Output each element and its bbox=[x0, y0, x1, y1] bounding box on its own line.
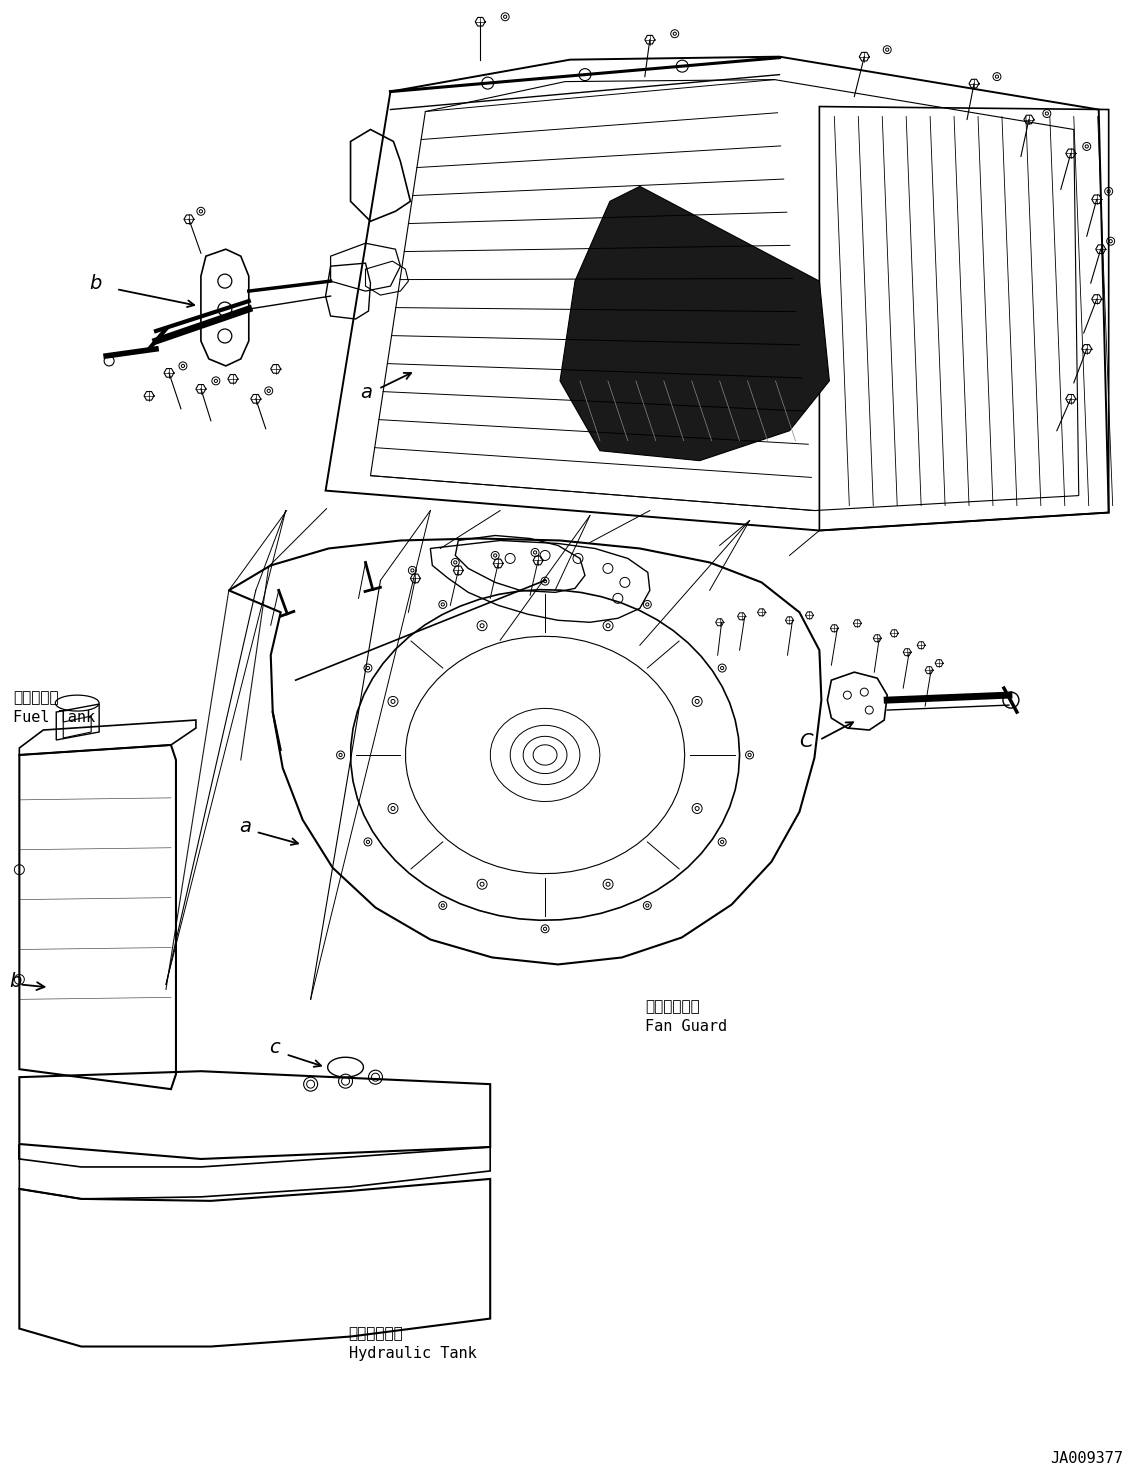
Text: b: b bbox=[89, 273, 102, 293]
Text: Fuel Tank: Fuel Tank bbox=[14, 709, 96, 726]
Text: a: a bbox=[361, 383, 372, 402]
Text: a: a bbox=[238, 817, 251, 837]
Text: b: b bbox=[9, 973, 22, 990]
Text: C: C bbox=[800, 733, 814, 751]
Text: ファンガード: ファンガード bbox=[645, 999, 699, 1014]
Text: JA009377: JA009377 bbox=[1051, 1451, 1124, 1466]
Text: Hydraulic Tank: Hydraulic Tank bbox=[348, 1346, 476, 1361]
Text: 燃料タンク: 燃料タンク bbox=[14, 690, 59, 705]
Text: 作動油タンク: 作動油タンク bbox=[348, 1327, 403, 1342]
Text: Fan Guard: Fan Guard bbox=[645, 1020, 727, 1035]
Polygon shape bbox=[560, 186, 830, 461]
Text: c: c bbox=[269, 1038, 280, 1057]
